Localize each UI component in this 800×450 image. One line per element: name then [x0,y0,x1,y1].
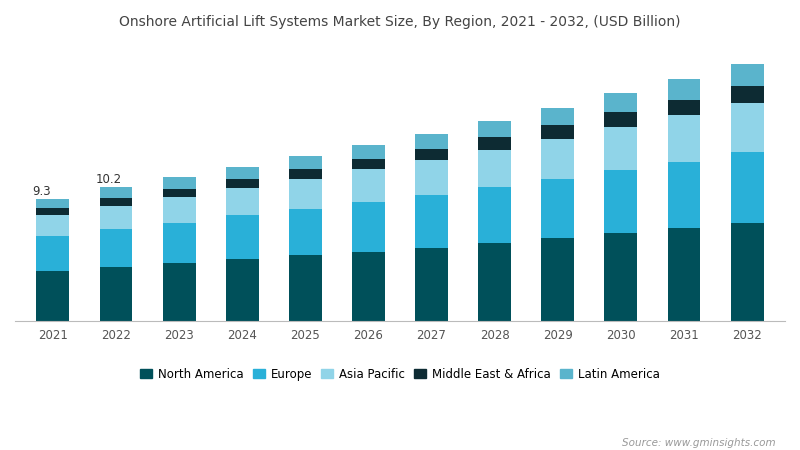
Bar [99,229,132,267]
Bar [668,99,701,115]
Bar [730,86,763,103]
Bar [289,156,322,169]
Bar [37,236,70,271]
Bar [478,243,511,321]
Bar [99,187,132,198]
Bar [415,160,448,195]
Bar [730,103,763,153]
Bar [478,150,511,187]
Bar [478,121,511,137]
Bar [289,179,322,209]
Bar [226,259,258,321]
Bar [542,180,574,238]
Bar [37,207,70,215]
Bar [37,271,70,321]
Bar [37,199,70,207]
Bar [162,197,195,223]
Bar [226,179,258,188]
Bar [352,159,385,170]
Text: Source: www.gminsights.com: Source: www.gminsights.com [622,438,776,448]
Bar [352,252,385,321]
Bar [415,248,448,321]
Title: Onshore Artificial Lift Systems Market Size, By Region, 2021 - 2032, (USD Billio: Onshore Artificial Lift Systems Market S… [119,15,681,29]
Bar [226,216,258,259]
Bar [162,263,195,321]
Bar [352,170,385,202]
Bar [730,64,763,86]
Bar [162,177,195,189]
Bar [352,202,385,252]
Text: 9.3: 9.3 [33,185,51,198]
Bar [415,195,448,248]
Bar [542,125,574,139]
Bar [668,228,701,321]
Bar [162,189,195,197]
Bar [415,134,448,149]
Bar [605,127,638,170]
Bar [415,149,448,160]
Bar [542,238,574,321]
Bar [289,256,322,321]
Bar [668,79,701,99]
Bar [605,93,638,112]
Bar [668,115,701,162]
Bar [99,198,132,206]
Bar [226,188,258,216]
Bar [99,267,132,321]
Bar [542,108,574,125]
Bar [605,233,638,321]
Bar [605,112,638,127]
Bar [99,206,132,229]
Bar [668,162,701,228]
Bar [289,169,322,179]
Bar [226,166,258,179]
Legend: North America, Europe, Asia Pacific, Middle East & Africa, Latin America: North America, Europe, Asia Pacific, Mid… [135,363,665,385]
Bar [478,137,511,150]
Bar [352,144,385,159]
Bar [289,209,322,256]
Bar [730,153,763,223]
Bar [605,170,638,233]
Bar [542,139,574,180]
Text: 10.2: 10.2 [96,173,122,186]
Bar [37,215,70,236]
Bar [730,223,763,321]
Bar [478,187,511,243]
Bar [162,223,195,263]
